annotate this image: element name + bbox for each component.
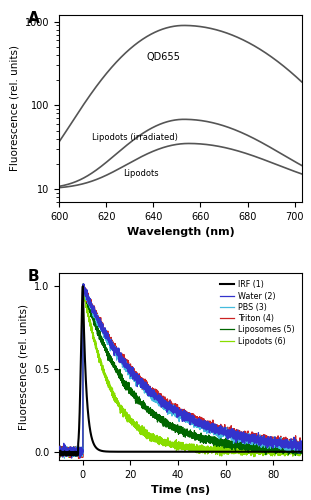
Text: A: A xyxy=(28,12,39,26)
Text: Lipodots (irradiated): Lipodots (irradiated) xyxy=(92,134,178,142)
Text: QD655: QD655 xyxy=(146,52,180,62)
X-axis label: Time (ns): Time (ns) xyxy=(151,486,210,496)
X-axis label: Wavelength (nm): Wavelength (nm) xyxy=(127,228,234,237)
Text: B: B xyxy=(28,270,39,284)
Text: Lipodots: Lipodots xyxy=(123,168,158,177)
Y-axis label: Fluorescence (rel. units): Fluorescence (rel. units) xyxy=(18,304,28,430)
Legend: IRF (1), Water (2), PBS (3), Triton (4), Liposomes (5), Lipodots (6): IRF (1), Water (2), PBS (3), Triton (4),… xyxy=(217,277,298,349)
Y-axis label: Fluorescence (rel. units): Fluorescence (rel. units) xyxy=(9,46,19,172)
